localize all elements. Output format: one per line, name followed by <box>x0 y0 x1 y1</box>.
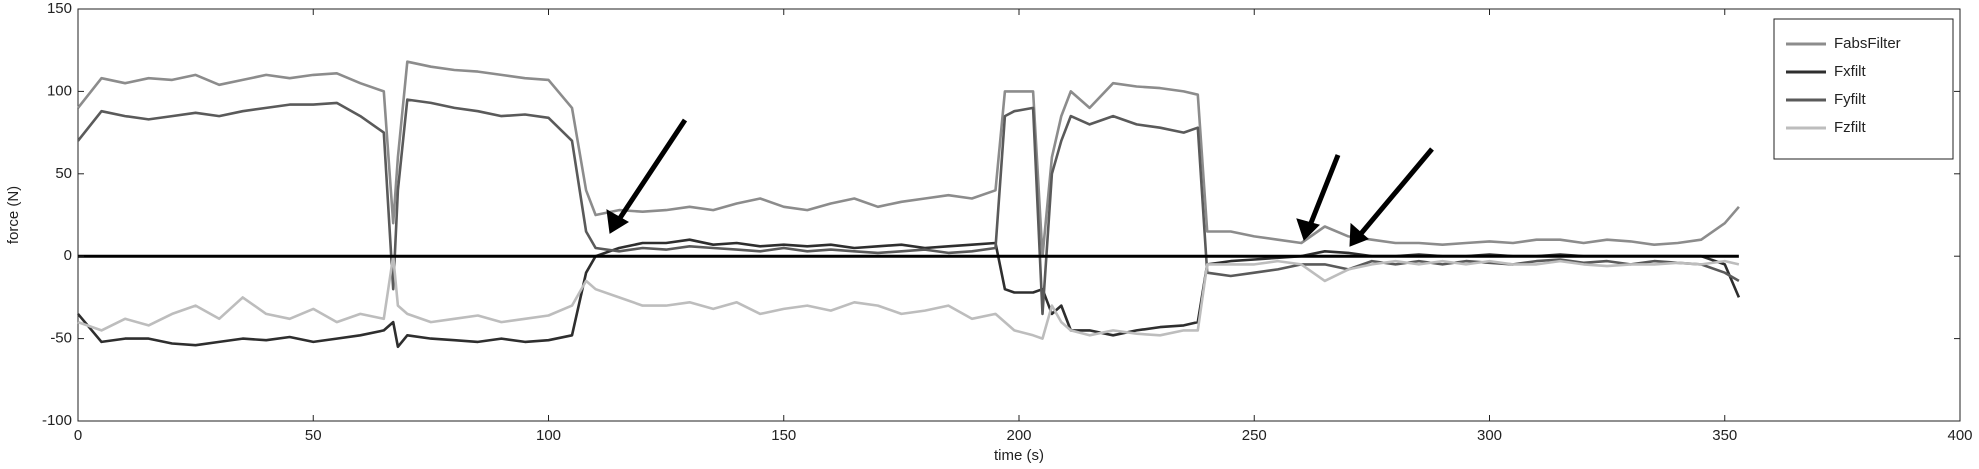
arrow-head <box>1349 222 1369 247</box>
x-tick-label: 400 <box>1947 427 1972 444</box>
plot-area <box>76 60 1741 349</box>
series-line <box>76 60 1740 258</box>
x-tick-label: 0 <box>74 427 82 444</box>
y-tick-label: -100 <box>42 412 72 429</box>
legend-label: Fzfilt <box>1834 119 1866 136</box>
x-tick-label: 50 <box>305 427 322 444</box>
legend-label: FabsFilter <box>1834 35 1901 52</box>
arrow-head <box>606 209 629 234</box>
x-tick-label: 300 <box>1477 427 1502 444</box>
series-line <box>77 254 1740 340</box>
y-tick-label: 100 <box>47 82 72 99</box>
plot-frame <box>77 8 1961 422</box>
legend-box <box>1773 18 1954 160</box>
x-tick-label: 100 <box>536 427 561 444</box>
legend-label: Fyfilt <box>1834 91 1866 108</box>
legend-label: Fxfilt <box>1834 63 1866 80</box>
y-tick-label: 150 <box>47 0 72 17</box>
arrow <box>1357 147 1434 238</box>
series-line <box>76 98 1740 316</box>
arrow <box>615 118 688 223</box>
y-axis-label: force (N) <box>5 186 22 244</box>
arrow-head <box>1296 218 1320 241</box>
annotation-arrows <box>606 118 1434 247</box>
y-tick-label: -50 <box>50 330 72 347</box>
x-tick-label: 250 <box>1242 427 1267 444</box>
x-tick-label: 200 <box>1006 427 1031 444</box>
y-tick-label: 0 <box>64 247 72 264</box>
x-axis-label: time (s) <box>994 447 1044 464</box>
x-tick-label: 350 <box>1712 427 1737 444</box>
x-tick-label: 150 <box>771 427 796 444</box>
arrow <box>1306 154 1341 229</box>
y-tick-label: 50 <box>55 165 72 182</box>
